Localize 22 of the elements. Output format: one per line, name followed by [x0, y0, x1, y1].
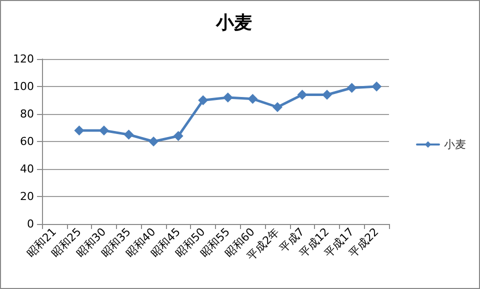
y-tick-label: 100	[13, 80, 34, 93]
y-tick-label: 80	[20, 108, 34, 120]
chart-title: 小麦	[215, 12, 252, 34]
point	[173, 131, 184, 141]
point	[372, 82, 382, 92]
legend-label: 小麦	[444, 138, 466, 151]
point	[74, 126, 84, 136]
point	[124, 130, 134, 140]
point	[322, 90, 332, 100]
y-tick-label: 120	[13, 52, 34, 66]
point	[148, 136, 159, 146]
point	[98, 126, 109, 136]
point	[222, 92, 233, 102]
point	[272, 102, 282, 112]
point	[248, 94, 258, 104]
y-tick-label: 40	[20, 162, 34, 176]
y-tick-label: 60	[20, 135, 34, 148]
point	[297, 90, 308, 100]
y-tick-label: 20	[20, 190, 34, 203]
point	[346, 82, 357, 93]
point	[198, 95, 208, 106]
y-tick-label: 0	[27, 218, 34, 230]
